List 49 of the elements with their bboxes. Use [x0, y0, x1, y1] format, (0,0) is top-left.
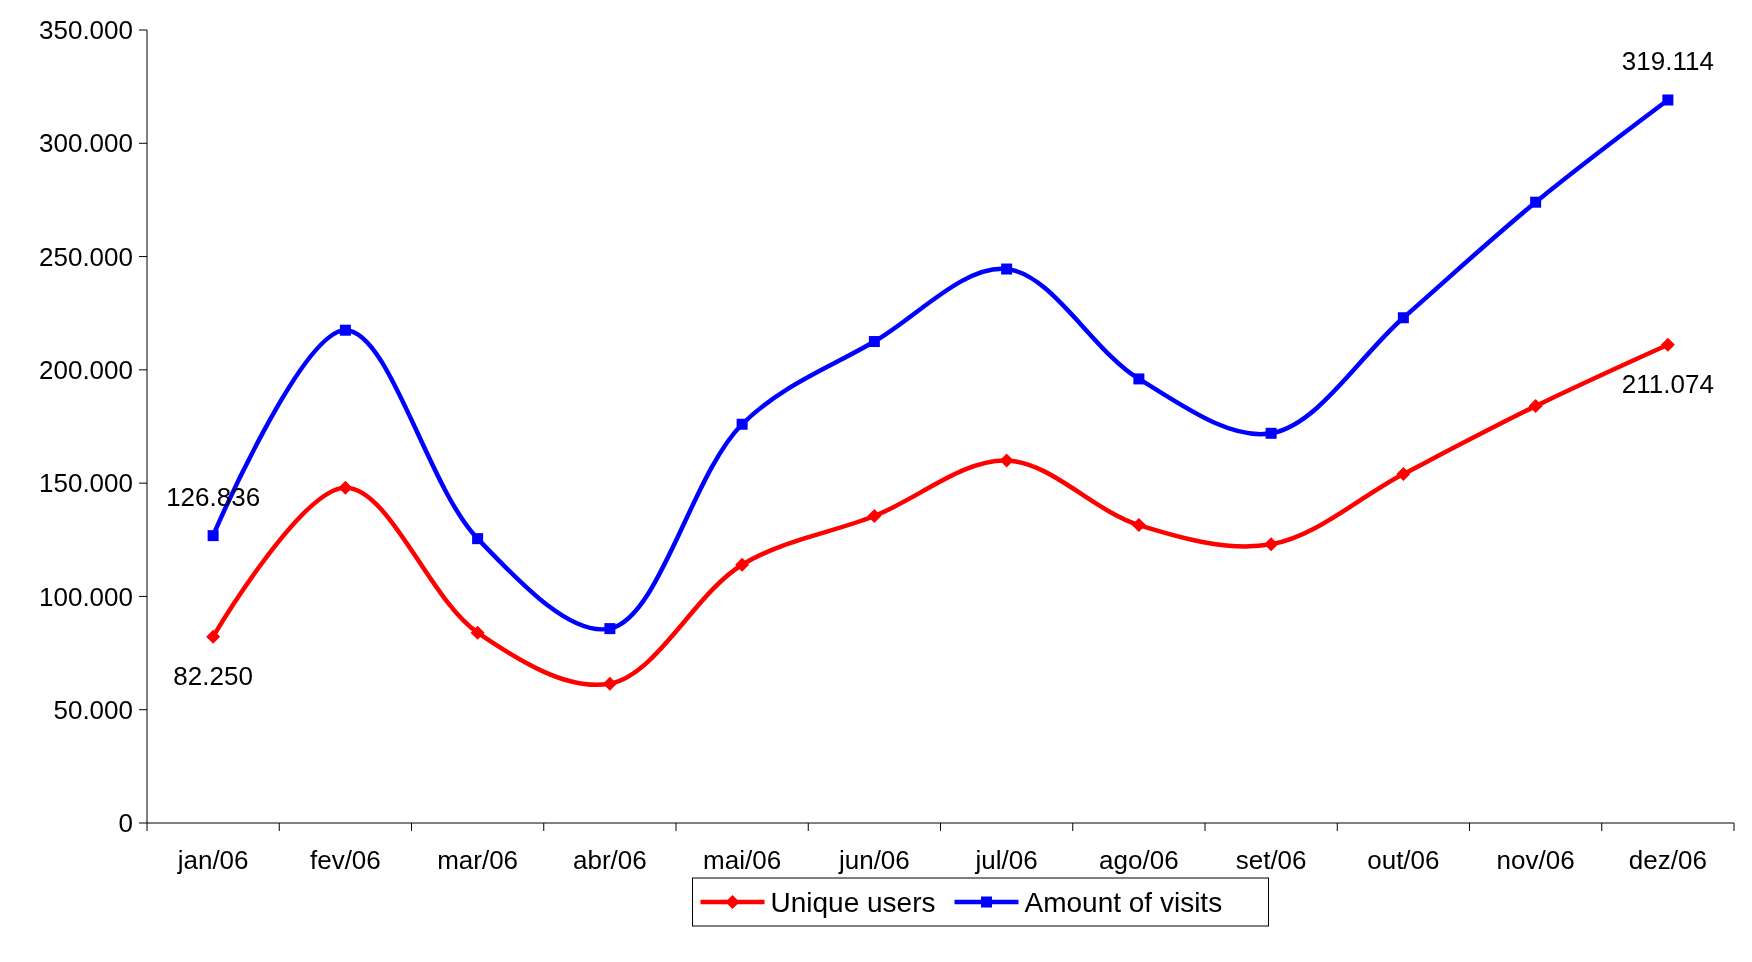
point	[472, 533, 484, 545]
point	[470, 625, 485, 640]
point	[1264, 537, 1279, 552]
x-tick-label: jan/06	[176, 845, 249, 875]
point	[735, 557, 750, 572]
x-tick-label: jun/06	[837, 845, 910, 875]
y-tick-label: 350.000	[39, 15, 133, 46]
point	[1133, 373, 1145, 385]
x-tick-label: abr/06	[573, 845, 647, 875]
point	[867, 509, 882, 523]
point	[206, 629, 221, 644]
y-tick-label: 300.000	[39, 128, 133, 159]
point	[1131, 518, 1146, 533]
data-label: 82.250	[173, 660, 253, 691]
point	[1660, 337, 1675, 352]
point	[1001, 263, 1013, 275]
legend-label: Unique users	[770, 886, 936, 918]
point	[604, 623, 616, 635]
point	[602, 676, 617, 691]
x-tick-label: jul/06	[974, 845, 1038, 875]
x-tick-label: dez/06	[1628, 845, 1707, 875]
x-tick-label: fev/06	[309, 845, 381, 875]
x-tick-label: ago/06	[1099, 845, 1179, 875]
data-label: 319.114	[1621, 45, 1714, 76]
x-tick-label: out/06	[1367, 845, 1440, 875]
point	[1265, 427, 1277, 439]
point	[339, 324, 351, 336]
point	[207, 530, 219, 542]
point	[1662, 94, 1674, 106]
x-tick-label: nov/06	[1496, 845, 1575, 875]
y-tick-label: 100.000	[39, 581, 133, 612]
y-tick-label: 250.000	[39, 241, 133, 272]
data-label: 211.074	[1621, 368, 1714, 399]
point	[999, 453, 1014, 468]
y-tick-label: 200.000	[39, 354, 133, 385]
point	[338, 480, 353, 495]
y-tick-label: 150.000	[39, 468, 133, 499]
x-tick-label: mar/06	[437, 845, 519, 875]
point	[1530, 196, 1542, 208]
x-tick-label: mai/06	[703, 845, 782, 875]
y-tick-label: 50.000	[53, 694, 133, 725]
point	[868, 336, 880, 348]
point	[1528, 399, 1543, 414]
point	[1396, 467, 1411, 482]
y-tick-label: 0	[118, 808, 133, 839]
point	[736, 418, 748, 430]
point	[1397, 312, 1409, 324]
legend-label: Amount of visits	[1024, 886, 1223, 918]
x-tick-label: set/06	[1235, 845, 1307, 875]
